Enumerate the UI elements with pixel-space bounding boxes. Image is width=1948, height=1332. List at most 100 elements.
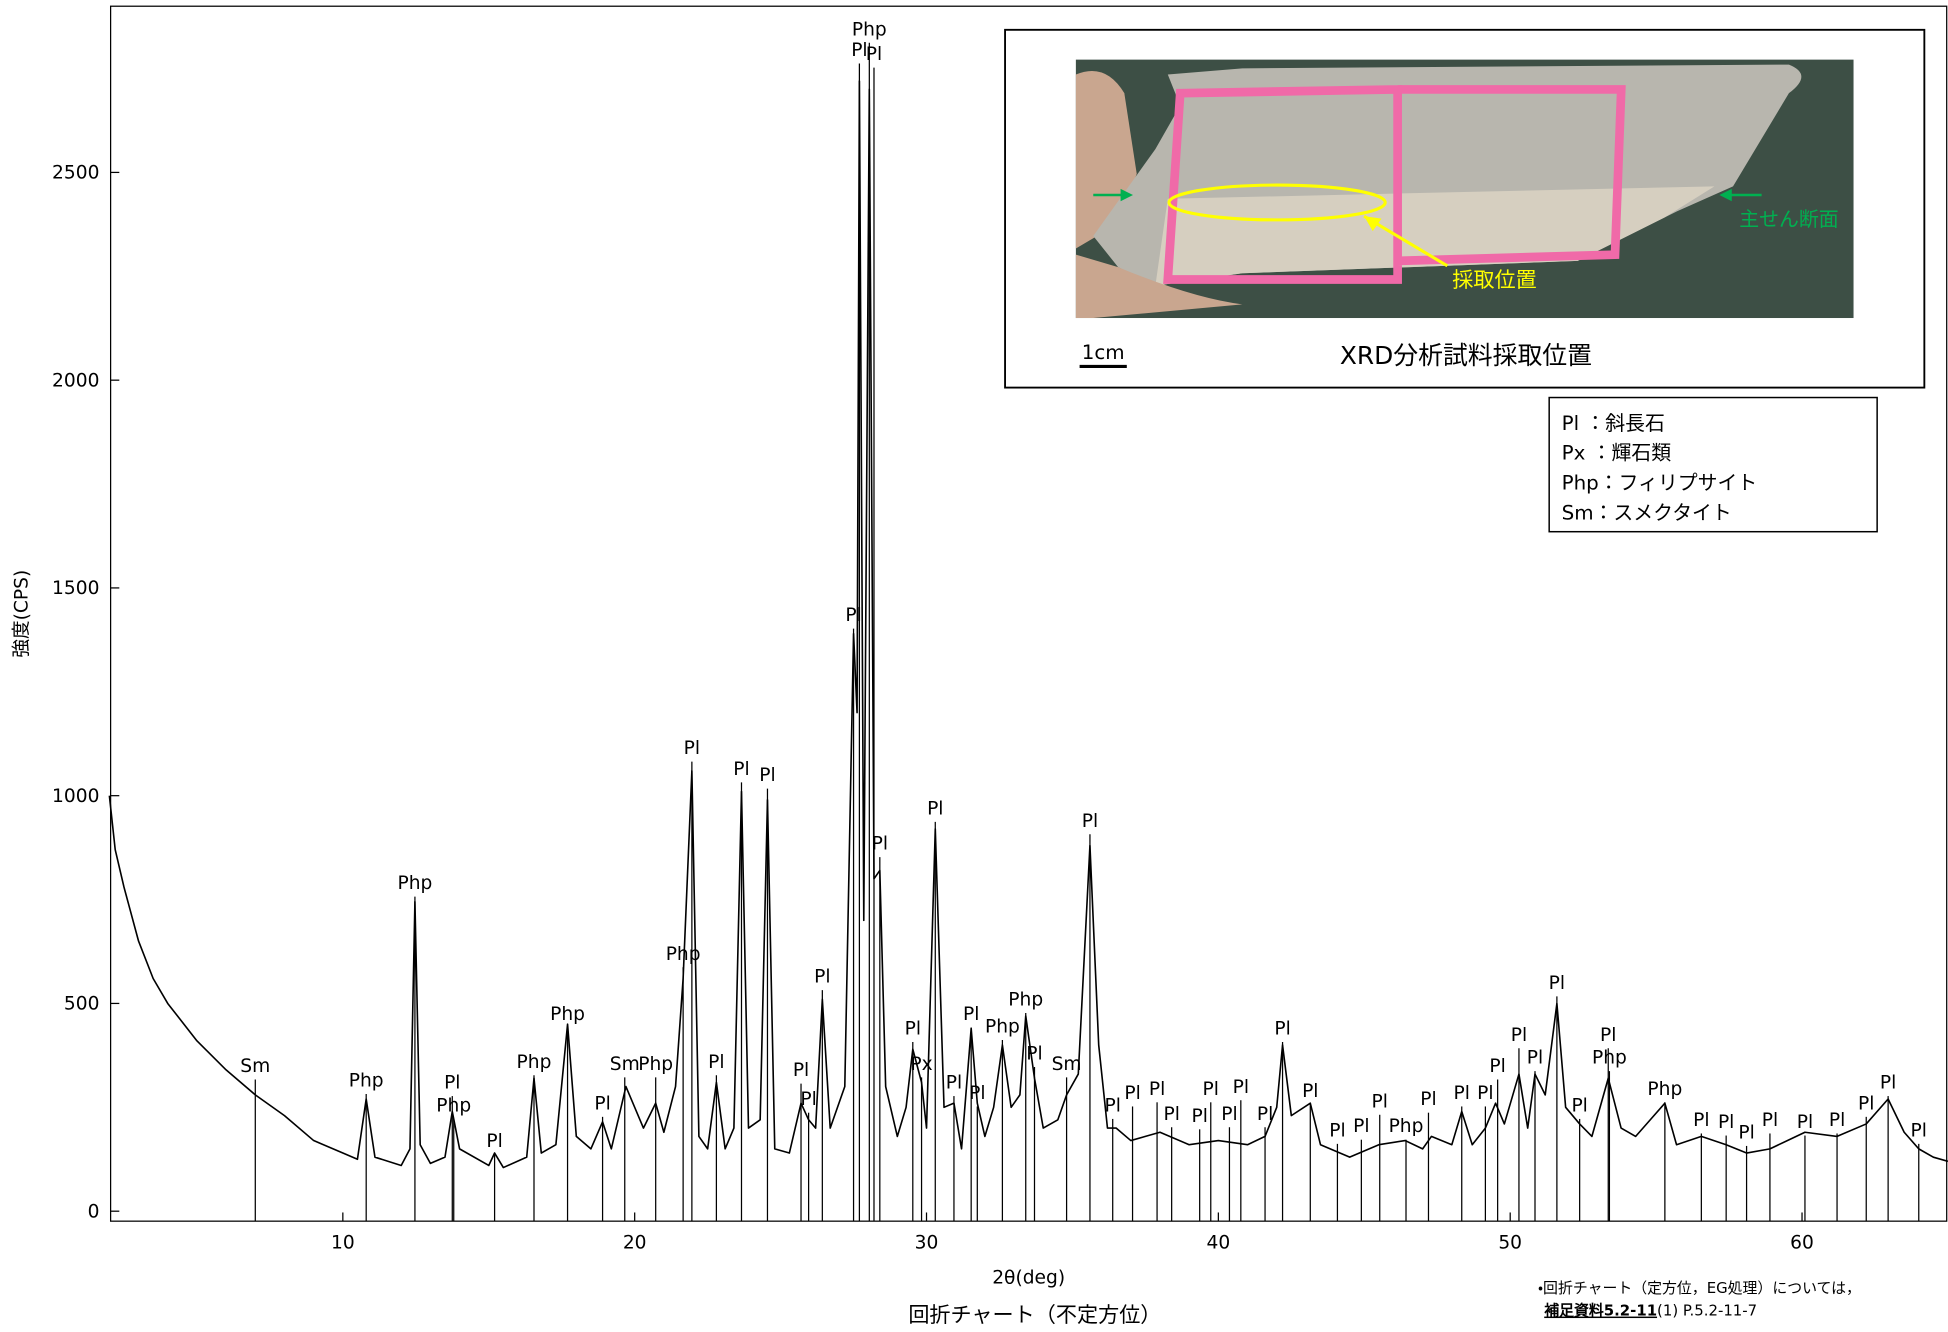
- peak-label: Pl: [708, 1052, 724, 1073]
- peak-label: Pl: [872, 834, 888, 855]
- peak-label: Sm: [240, 1056, 270, 1077]
- note-line: ・回折チャート（定方位，EG処理）については，: [1538, 1279, 1861, 1297]
- legend-entry: Px ：輝石類: [1562, 442, 1672, 465]
- y-tick-label: 2000: [52, 370, 99, 391]
- note-ref: 補足資料5.2-11: [1544, 1302, 1657, 1320]
- plane-arrowhead-left: [1120, 188, 1134, 202]
- peak-label: Php: [397, 873, 432, 894]
- y-tick-label: 500: [64, 994, 100, 1015]
- y-tick-label: 0: [88, 1201, 100, 1222]
- peak-label: Pl: [1738, 1122, 1754, 1143]
- peak-label: Php: [1592, 1048, 1627, 1069]
- legend-entry: Php：フィリプサイト: [1562, 471, 1758, 494]
- thumb: [1075, 254, 1243, 319]
- pink-outline: [1163, 85, 1626, 284]
- peak-label: Pl: [1274, 1019, 1290, 1040]
- x-tick-label: 40: [1207, 1232, 1231, 1253]
- x-tick-label: 30: [915, 1232, 939, 1253]
- legend-entry: Pl ：斜長石: [1562, 412, 1665, 435]
- peak-label: Pl: [1454, 1083, 1470, 1104]
- peak-label: Pl: [1797, 1112, 1813, 1133]
- peak-label: Pl: [759, 765, 775, 786]
- peak-label: Php: [666, 944, 701, 965]
- peak-label: Pl: [1163, 1104, 1179, 1125]
- peak-label: Pl: [1302, 1081, 1318, 1102]
- peak-label: Php: [1389, 1116, 1424, 1137]
- peak-label: Pl: [1600, 1025, 1616, 1046]
- legend-entry: Sm：スメクタイト: [1562, 501, 1732, 524]
- peak-label: Pl: [1124, 1083, 1140, 1104]
- rock-lower: [1155, 186, 1715, 286]
- peak-label: Pl: [1372, 1091, 1388, 1112]
- peak-label: Px: [910, 1054, 932, 1075]
- peak-label: Pl: [1353, 1116, 1369, 1137]
- scale-label: 1cm: [1082, 341, 1125, 364]
- peak-label: Pl: [905, 1019, 921, 1040]
- peak-label: Pl: [1911, 1120, 1927, 1141]
- peak-label: Pl: [1858, 1093, 1874, 1114]
- plane-arrowhead-right: [1719, 188, 1732, 202]
- peak-label: Pl: [1477, 1083, 1493, 1104]
- peak-label: Pl: [814, 967, 830, 988]
- peak-label: Pl: [800, 1089, 816, 1110]
- peak-label: Pl: [793, 1060, 809, 1081]
- peak-label: Pl: [963, 1004, 979, 1025]
- sample-ellipse: [1167, 183, 1387, 222]
- note-rest: (1) P.5.2-11-7: [1657, 1302, 1757, 1320]
- x-tick-label: 20: [623, 1232, 647, 1253]
- peak-label: Pl: [851, 40, 867, 61]
- peak-label: Php: [985, 1017, 1020, 1038]
- peak-label: Pl: [594, 1093, 610, 1114]
- peak-label: Pl: [1233, 1077, 1249, 1098]
- legend-box: Pl ：斜長石 Px ：輝石類 Php：フィリプサイト Sm：スメクタイト: [1548, 396, 1878, 533]
- peak-label: Pl: [1549, 973, 1565, 994]
- x-tick-label: 50: [1498, 1232, 1522, 1253]
- peak-label: Pl: [1420, 1089, 1436, 1110]
- inset: 採取位置 主せん断面 1cm XRD分析試料採取位置: [1004, 28, 1926, 389]
- peak-label: Pl: [1203, 1079, 1219, 1100]
- plane-label: 主せん断面: [1739, 208, 1838, 231]
- peak-label: Pl: [1829, 1110, 1845, 1131]
- data-line: [108, 80, 1948, 1169]
- peak-label: Pl: [1693, 1110, 1709, 1131]
- peak-label: Pl: [946, 1073, 962, 1094]
- sample-arrowhead: [1364, 216, 1382, 232]
- y-tick-label: 1000: [52, 786, 99, 807]
- peak-label: Pl: [1082, 811, 1098, 832]
- peak-label: Pl: [1149, 1079, 1165, 1100]
- note-ref-line: 補足資料5.2-11(1) P.5.2-11-7: [1544, 1302, 1757, 1320]
- plot-frame: [109, 5, 1948, 1222]
- peak-label: Pl: [1329, 1120, 1345, 1141]
- peak-label: Php: [436, 1095, 471, 1116]
- peak-label: Pl: [1718, 1112, 1734, 1133]
- peak-label: Pl: [684, 738, 700, 759]
- peak-label: Pl: [1571, 1095, 1587, 1116]
- peak-label: Pl: [444, 1073, 460, 1094]
- plot-area: 0 500 1000 1500 2000 2500 10 20 30 40 50 60 Sm Php Php…: [52, 19, 1948, 1253]
- x-axis-label: 2θ(deg): [992, 1267, 1065, 1288]
- peak-label: Pl: [1257, 1104, 1273, 1125]
- peak-label: Pl: [733, 759, 749, 780]
- peak-label: Pl: [1191, 1106, 1207, 1127]
- peak-label: Php: [1647, 1079, 1682, 1100]
- peak-label: Sm: [1052, 1054, 1082, 1075]
- peak-label: Pl: [486, 1131, 502, 1152]
- peak-label: Pl: [1105, 1095, 1121, 1116]
- peak-label: Pl: [969, 1083, 985, 1104]
- y-tick-label: 2500: [52, 163, 99, 184]
- peak-label: Pl: [1880, 1073, 1896, 1094]
- peak-label: Sm: [610, 1054, 640, 1075]
- peak-label: Pl: [866, 44, 882, 65]
- legend-frame: [1548, 396, 1878, 533]
- peak-label: Pl: [1527, 1048, 1543, 1069]
- peak-label: Php: [517, 1052, 552, 1073]
- y-tick-label: 1500: [52, 578, 99, 599]
- inset-caption: XRD分析試料採取位置: [1340, 341, 1592, 370]
- x-tick-label: 10: [331, 1232, 355, 1253]
- x-tick-label: 60: [1790, 1232, 1814, 1253]
- peak-label: Pl: [1221, 1104, 1237, 1125]
- peak-label: Pl: [1762, 1110, 1778, 1131]
- peak-label: Pl: [1511, 1025, 1527, 1046]
- sample-arrow: [1363, 214, 1449, 268]
